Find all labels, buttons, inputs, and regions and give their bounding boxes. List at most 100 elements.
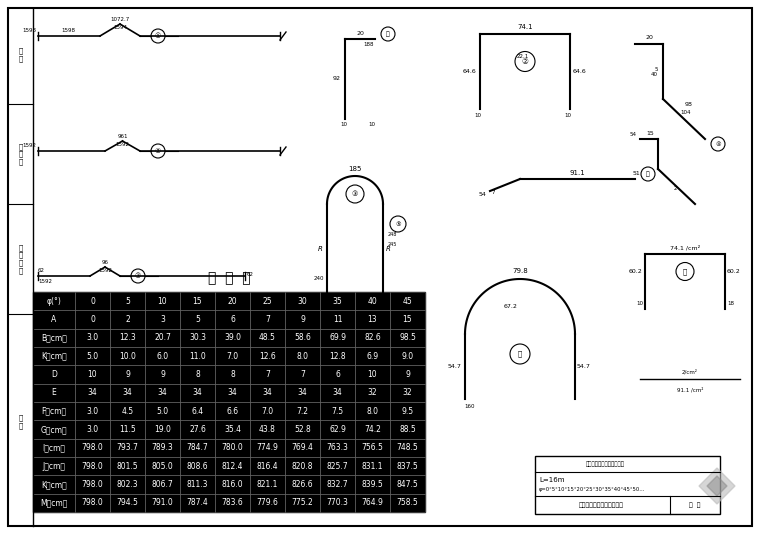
Text: 5
40: 5 40	[651, 67, 658, 77]
Text: B（cm）: B（cm）	[41, 333, 67, 342]
Bar	[145, 475, 180, 493]
Bar	[320, 493, 355, 512]
Text: 34: 34	[192, 388, 202, 397]
Bar	[250, 438, 285, 457]
Text: 3.0: 3.0	[87, 333, 99, 342]
Bar	[355, 493, 390, 512]
Bar	[320, 328, 355, 347]
Circle shape	[151, 144, 165, 158]
Text: R: R	[318, 246, 323, 252]
Circle shape	[515, 51, 535, 72]
Bar	[215, 475, 250, 493]
Text: 847.5: 847.5	[397, 480, 418, 489]
Bar	[33, 457, 75, 475]
Text: ⑤: ⑤	[395, 222, 401, 226]
Bar	[145, 310, 180, 328]
Text: 40: 40	[368, 297, 378, 305]
Bar	[145, 420, 180, 438]
Bar	[215, 292, 250, 310]
Bar	[110, 292, 145, 310]
Text: 816.4: 816.4	[257, 462, 278, 470]
Text: 789.3: 789.3	[152, 443, 173, 452]
Bar	[250, 402, 285, 420]
Bar	[390, 402, 425, 420]
Text: 27.6: 27.6	[189, 425, 206, 434]
Bar	[320, 475, 355, 493]
Bar	[33, 438, 75, 457]
Text: R: R	[386, 246, 391, 252]
Text: 一共中板钉筋明细表（一）: 一共中板钉筋明细表（一）	[579, 502, 624, 508]
Text: 779.6: 779.6	[257, 498, 278, 507]
Bar	[110, 347, 145, 365]
Text: 装配式预应力混凝土空心板: 装配式预应力混凝土空心板	[586, 461, 625, 467]
Bar	[355, 420, 390, 438]
Bar	[75, 310, 110, 328]
Text: 10: 10	[636, 301, 643, 306]
Bar	[180, 310, 215, 328]
Text: 5.0: 5.0	[87, 352, 99, 360]
Text: 784.7: 784.7	[187, 443, 208, 452]
Text: 5: 5	[195, 315, 200, 324]
Text: 图  号: 图 号	[689, 502, 701, 508]
Bar	[33, 310, 75, 328]
Text: 774.9: 774.9	[257, 443, 278, 452]
Bar	[180, 457, 215, 475]
Bar	[250, 420, 285, 438]
Bar	[285, 310, 320, 328]
Bar	[145, 347, 180, 365]
Text: L=16m: L=16m	[539, 477, 565, 483]
Text: 34: 34	[122, 388, 132, 397]
Text: 54.7: 54.7	[577, 364, 591, 368]
Text: 812.4: 812.4	[222, 462, 243, 470]
Text: 34: 34	[228, 388, 237, 397]
Text: 6.6: 6.6	[226, 407, 239, 415]
Text: 7: 7	[265, 370, 270, 379]
Text: 34: 34	[263, 388, 272, 397]
Bar	[215, 493, 250, 512]
Circle shape	[390, 216, 406, 232]
Bar	[180, 365, 215, 383]
Text: 52.8: 52.8	[294, 425, 311, 434]
Text: 54.7: 54.7	[447, 364, 461, 368]
Bar	[285, 347, 320, 365]
Text: 7.0: 7.0	[226, 352, 239, 360]
Text: 91.1: 91.1	[569, 170, 585, 176]
Text: 10: 10	[87, 370, 97, 379]
Text: 22.1: 22.1	[517, 54, 529, 59]
Text: 6.0: 6.0	[157, 352, 169, 360]
Bar	[250, 475, 285, 493]
Text: 98: 98	[685, 101, 693, 106]
Text: 839.5: 839.5	[362, 480, 383, 489]
Bar	[355, 457, 390, 475]
Bar	[75, 438, 110, 457]
Bar	[285, 438, 320, 457]
Bar	[33, 292, 75, 310]
Bar	[355, 328, 390, 347]
Text: 6: 6	[230, 315, 235, 324]
Bar	[285, 402, 320, 420]
Text: 837.5: 837.5	[397, 462, 418, 470]
Bar	[145, 365, 180, 383]
Bar	[33, 402, 75, 420]
Text: 9: 9	[405, 370, 410, 379]
Text: 20: 20	[356, 31, 364, 36]
Bar	[110, 365, 145, 383]
Bar	[180, 328, 215, 347]
Text: 11: 11	[333, 315, 342, 324]
Text: 802.3: 802.3	[117, 480, 138, 489]
Bar	[75, 475, 110, 493]
Text: ⑪: ⑪	[646, 171, 650, 177]
Text: 3: 3	[160, 315, 165, 324]
Bar	[390, 347, 425, 365]
Text: 6.4: 6.4	[192, 407, 204, 415]
Text: 820.8: 820.8	[292, 462, 313, 470]
Bar	[355, 438, 390, 457]
Bar	[320, 438, 355, 457]
Bar	[215, 310, 250, 328]
Text: ①: ①	[155, 33, 161, 39]
Bar	[110, 383, 145, 402]
Text: 98.5: 98.5	[399, 333, 416, 342]
Text: 62.9: 62.9	[329, 425, 346, 434]
Text: ②: ②	[521, 57, 528, 66]
Bar	[215, 328, 250, 347]
